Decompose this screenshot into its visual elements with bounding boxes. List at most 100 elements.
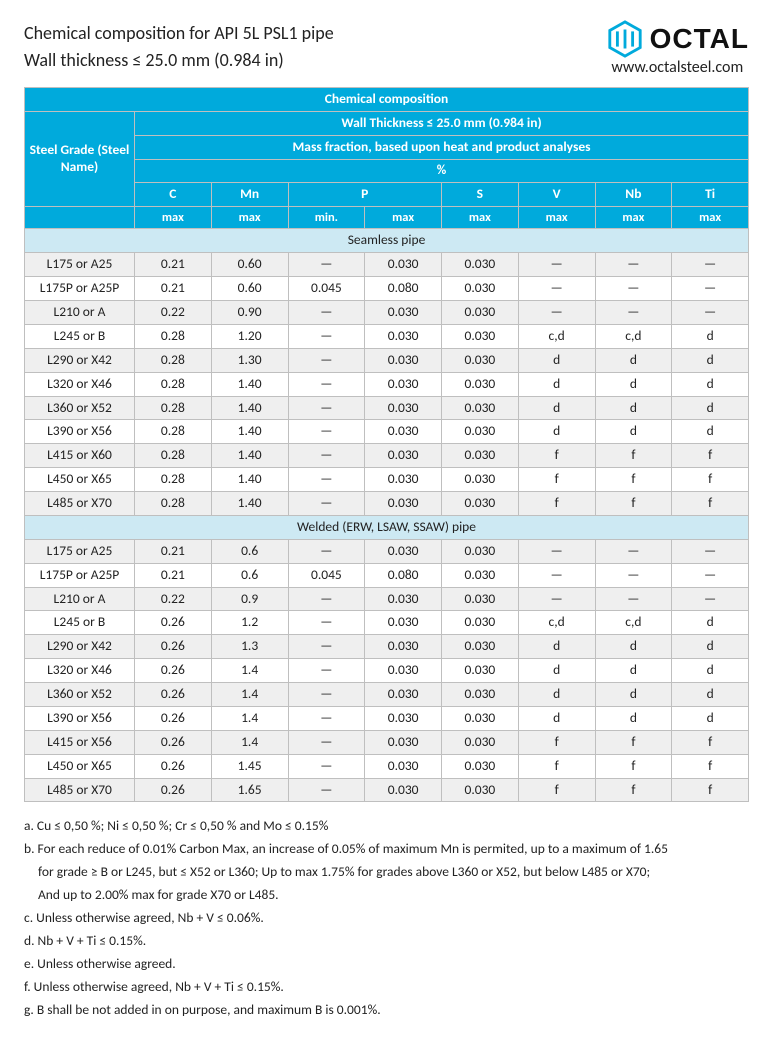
- cell-pmin: —: [288, 372, 365, 396]
- cell-v: d: [518, 396, 595, 420]
- elem-mn: Mn: [211, 182, 288, 206]
- cell-pmin: —: [288, 324, 365, 348]
- cell-c: 0.21: [135, 539, 212, 563]
- cell-ti: f: [672, 444, 749, 468]
- cell-name: L210 or A: [25, 587, 135, 611]
- cell-mn: 1.40: [211, 372, 288, 396]
- cell-s: 0.030: [442, 635, 519, 659]
- cell-mn: 1.40: [211, 396, 288, 420]
- cell-s: 0.030: [442, 683, 519, 707]
- logo-url: www.octalsteel.com: [606, 58, 749, 77]
- cell-s: 0.030: [442, 277, 519, 301]
- cell-pmin: —: [288, 706, 365, 730]
- cell-s: 0.030: [442, 468, 519, 492]
- cell-c: 0.28: [135, 372, 212, 396]
- cell-c: 0.21: [135, 277, 212, 301]
- elem-v: V: [518, 182, 595, 206]
- cell-v: f: [518, 754, 595, 778]
- section-title: Welded (ERW, LSAW, SSAW) pipe: [25, 515, 749, 539]
- cell-name: L290 or X42: [25, 635, 135, 659]
- cell-c: 0.22: [135, 301, 212, 325]
- cell-c: 0.26: [135, 659, 212, 683]
- cell-v: f: [518, 730, 595, 754]
- cell-mn: 1.20: [211, 324, 288, 348]
- title-block: Chemical composition for API 5L PSL1 pip…: [24, 20, 334, 74]
- cell-nb: f: [595, 468, 672, 492]
- table-row: L450 or X650.281.40—0.0300.030fff: [25, 468, 749, 492]
- cell-nb: —: [595, 253, 672, 277]
- cell-ti: f: [672, 730, 749, 754]
- cell-pmax: 0.030: [365, 396, 442, 420]
- cell-pmax: 0.080: [365, 563, 442, 587]
- table-row: L390 or X560.261.4—0.0300.030ddd: [25, 706, 749, 730]
- logo-text: OCTAL: [650, 23, 749, 55]
- cell-v: d: [518, 348, 595, 372]
- table-row: L320 or X460.261.4—0.0300.030ddd: [25, 659, 749, 683]
- notes-block: a. Cu ≤ 0,50 %; Ni ≤ 0,50 %; Cr ≤ 0,50 %…: [24, 816, 749, 1020]
- cell-pmax: 0.030: [365, 372, 442, 396]
- cell-c: 0.28: [135, 324, 212, 348]
- cell-pmin: —: [288, 420, 365, 444]
- note-line: g. B shall be not added in on purpose, a…: [24, 1000, 749, 1021]
- cell-name: L175 or A25: [25, 539, 135, 563]
- table-row: L210 or A0.220.9—0.0300.030———: [25, 587, 749, 611]
- table-body: Seamless pipeL175 or A250.210.60—0.0300.…: [25, 229, 749, 802]
- cell-name: L450 or X65: [25, 754, 135, 778]
- table-row: L175 or A250.210.6—0.0300.030———: [25, 539, 749, 563]
- section-title: Seamless pipe: [25, 229, 749, 253]
- elem-p: P: [288, 182, 442, 206]
- cell-nb: d: [595, 635, 672, 659]
- cell-ti: d: [672, 348, 749, 372]
- cell-name: L415 or X60: [25, 444, 135, 468]
- percent-header: %: [135, 159, 749, 182]
- cell-mn: 0.90: [211, 301, 288, 325]
- cell-name: L415 or X56: [25, 730, 135, 754]
- cell-pmax: 0.030: [365, 778, 442, 802]
- cell-s: 0.030: [442, 563, 519, 587]
- cell-s: 0.030: [442, 324, 519, 348]
- cell-v: f: [518, 444, 595, 468]
- note-line: b. For each reduce of 0.01% Carbon Max, …: [24, 839, 749, 860]
- cell-mn: 1.2: [211, 611, 288, 635]
- cell-v: —: [518, 587, 595, 611]
- elem-s: S: [442, 182, 519, 206]
- cell-v: d: [518, 659, 595, 683]
- mm-v: max: [518, 206, 595, 229]
- mm-pmin: min.: [288, 206, 365, 229]
- cell-c: 0.26: [135, 778, 212, 802]
- cell-v: d: [518, 706, 595, 730]
- cell-ti: d: [672, 683, 749, 707]
- cell-pmin: —: [288, 659, 365, 683]
- table-row: L415 or X560.261.4—0.0300.030fff: [25, 730, 749, 754]
- cell-c: 0.28: [135, 444, 212, 468]
- cell-v: c,d: [518, 611, 595, 635]
- cell-pmax: 0.030: [365, 611, 442, 635]
- cell-pmin: —: [288, 587, 365, 611]
- cell-s: 0.030: [442, 706, 519, 730]
- cell-s: 0.030: [442, 348, 519, 372]
- section-row: Seamless pipe: [25, 229, 749, 253]
- cell-mn: 1.40: [211, 420, 288, 444]
- note-line: And up to 2.00% max for grade X70 or L48…: [24, 885, 749, 906]
- note-line: e. Unless otherwise agreed.: [24, 954, 749, 975]
- cell-name: L485 or X70: [25, 492, 135, 516]
- note-line: c. Unless otherwise agreed, Nb + V ≤ 0.0…: [24, 908, 749, 929]
- cell-pmin: —: [288, 468, 365, 492]
- mm-pmax: max: [365, 206, 442, 229]
- cell-pmax: 0.030: [365, 659, 442, 683]
- table-row: L415 or X600.281.40—0.0300.030fff: [25, 444, 749, 468]
- cell-ti: f: [672, 778, 749, 802]
- cell-s: 0.030: [442, 587, 519, 611]
- cell-ti: d: [672, 635, 749, 659]
- cell-pmin: —: [288, 778, 365, 802]
- table-row: L450 or X650.261.45—0.0300.030fff: [25, 754, 749, 778]
- cell-s: 0.030: [442, 253, 519, 277]
- cell-s: 0.030: [442, 396, 519, 420]
- title-line-2: Wall thickness ≤ 25.0 mm (0.984 in): [24, 47, 334, 74]
- cell-nb: d: [595, 348, 672, 372]
- cell-v: d: [518, 683, 595, 707]
- table-row: L485 or X700.261.65—0.0300.030fff: [25, 778, 749, 802]
- cell-v: d: [518, 635, 595, 659]
- cell-nb: d: [595, 396, 672, 420]
- cell-ti: —: [672, 587, 749, 611]
